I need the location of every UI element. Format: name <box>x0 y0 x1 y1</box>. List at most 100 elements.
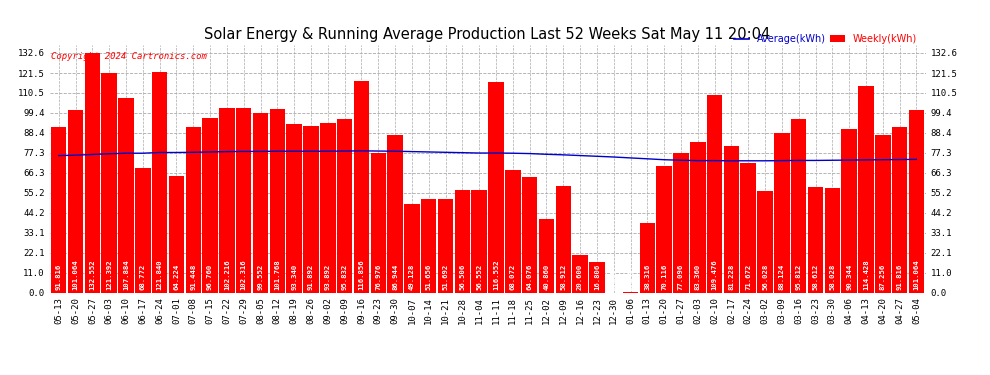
Text: 20.600: 20.600 <box>577 264 583 290</box>
Bar <box>219 108 235 292</box>
Bar <box>724 146 740 292</box>
Text: 101.768: 101.768 <box>274 259 280 290</box>
Text: 70.116: 70.116 <box>661 264 667 290</box>
Text: 58.612: 58.612 <box>813 264 819 290</box>
Text: 96.760: 96.760 <box>207 264 213 290</box>
Bar <box>572 255 588 292</box>
Text: 109.476: 109.476 <box>712 259 718 290</box>
Text: 93.892: 93.892 <box>325 264 331 290</box>
Text: 51.656: 51.656 <box>426 264 432 290</box>
Bar <box>404 204 420 292</box>
Text: 101.064: 101.064 <box>72 259 78 290</box>
Text: 91.448: 91.448 <box>190 264 196 290</box>
Text: 121.392: 121.392 <box>106 259 112 290</box>
Bar <box>421 199 437 292</box>
Bar <box>808 187 824 292</box>
Text: 121.840: 121.840 <box>156 259 162 290</box>
Bar <box>825 188 841 292</box>
Bar <box>471 190 487 292</box>
Bar <box>168 177 184 292</box>
Text: 91.816: 91.816 <box>55 264 61 290</box>
Bar <box>875 135 890 292</box>
Text: 64.076: 64.076 <box>527 264 533 290</box>
Text: 101.064: 101.064 <box>914 259 920 290</box>
Text: 56.552: 56.552 <box>476 264 482 290</box>
Bar <box>51 127 66 292</box>
Text: 40.860: 40.860 <box>544 264 549 290</box>
Text: 107.884: 107.884 <box>123 259 129 290</box>
Bar <box>522 177 538 292</box>
Bar <box>690 142 706 292</box>
Bar <box>454 190 470 292</box>
Text: 91.816: 91.816 <box>897 264 903 290</box>
Text: 102.216: 102.216 <box>224 259 230 290</box>
Text: 95.812: 95.812 <box>796 264 802 290</box>
Bar <box>438 199 453 292</box>
Text: 86.944: 86.944 <box>392 264 398 290</box>
Text: 76.976: 76.976 <box>375 264 381 290</box>
Bar <box>252 112 268 292</box>
Text: 58.912: 58.912 <box>560 264 566 290</box>
Text: 93.340: 93.340 <box>291 264 297 290</box>
Bar <box>505 170 521 292</box>
Text: 99.552: 99.552 <box>257 264 263 290</box>
Bar <box>101 73 117 292</box>
Text: 16.806: 16.806 <box>594 264 600 290</box>
Bar <box>320 123 336 292</box>
Bar <box>236 108 251 292</box>
Bar <box>741 163 756 292</box>
Text: 87.256: 87.256 <box>880 264 886 290</box>
Bar <box>539 219 554 292</box>
Text: 0.148: 0.148 <box>628 268 634 290</box>
Bar <box>387 135 403 292</box>
Title: Solar Energy & Running Average Production Last 52 Weeks Sat May 11 20:04: Solar Energy & Running Average Productio… <box>205 27 770 42</box>
Text: 68.772: 68.772 <box>140 264 146 290</box>
Bar <box>656 166 672 292</box>
Bar <box>488 82 504 292</box>
Bar <box>151 72 167 292</box>
Text: 116.856: 116.856 <box>358 259 364 290</box>
Text: 88.124: 88.124 <box>779 264 785 290</box>
Text: 132.552: 132.552 <box>89 259 95 290</box>
Text: 83.360: 83.360 <box>695 264 701 290</box>
Bar <box>673 153 689 292</box>
Bar <box>85 53 100 292</box>
Bar <box>185 127 201 292</box>
Legend: Average(kWh), Weekly(kWh): Average(kWh), Weekly(kWh) <box>731 30 921 48</box>
Bar <box>118 98 134 292</box>
Text: 91.892: 91.892 <box>308 264 314 290</box>
Text: 51.692: 51.692 <box>443 264 448 290</box>
Bar <box>68 110 83 292</box>
Text: 71.672: 71.672 <box>745 264 751 290</box>
Text: 38.316: 38.316 <box>644 264 650 290</box>
Text: 68.072: 68.072 <box>510 264 516 290</box>
Bar <box>353 81 369 292</box>
Text: 95.832: 95.832 <box>342 264 347 290</box>
Text: 90.344: 90.344 <box>846 264 852 290</box>
Text: 58.028: 58.028 <box>830 264 836 290</box>
Text: Copyright 2024 Cartronics.com: Copyright 2024 Cartronics.com <box>51 53 207 62</box>
Bar <box>303 126 319 292</box>
Bar <box>842 129 857 292</box>
Bar <box>640 223 655 292</box>
Text: 56.506: 56.506 <box>459 264 465 290</box>
Bar <box>791 119 807 292</box>
Bar <box>858 86 874 292</box>
Bar <box>370 153 386 292</box>
Text: 49.128: 49.128 <box>409 264 415 290</box>
Text: 116.552: 116.552 <box>493 259 499 290</box>
Text: 114.428: 114.428 <box>863 259 869 290</box>
Bar <box>555 186 571 292</box>
Bar <box>909 110 924 292</box>
Text: 64.224: 64.224 <box>173 264 179 290</box>
Bar <box>269 109 285 292</box>
Text: 0.000: 0.000 <box>611 268 617 290</box>
Bar <box>286 124 302 292</box>
Text: 77.096: 77.096 <box>678 264 684 290</box>
Bar <box>892 127 907 292</box>
Bar <box>135 168 150 292</box>
Bar <box>774 133 790 292</box>
Bar <box>202 118 218 292</box>
Text: 56.028: 56.028 <box>762 264 768 290</box>
Text: 81.228: 81.228 <box>729 264 735 290</box>
